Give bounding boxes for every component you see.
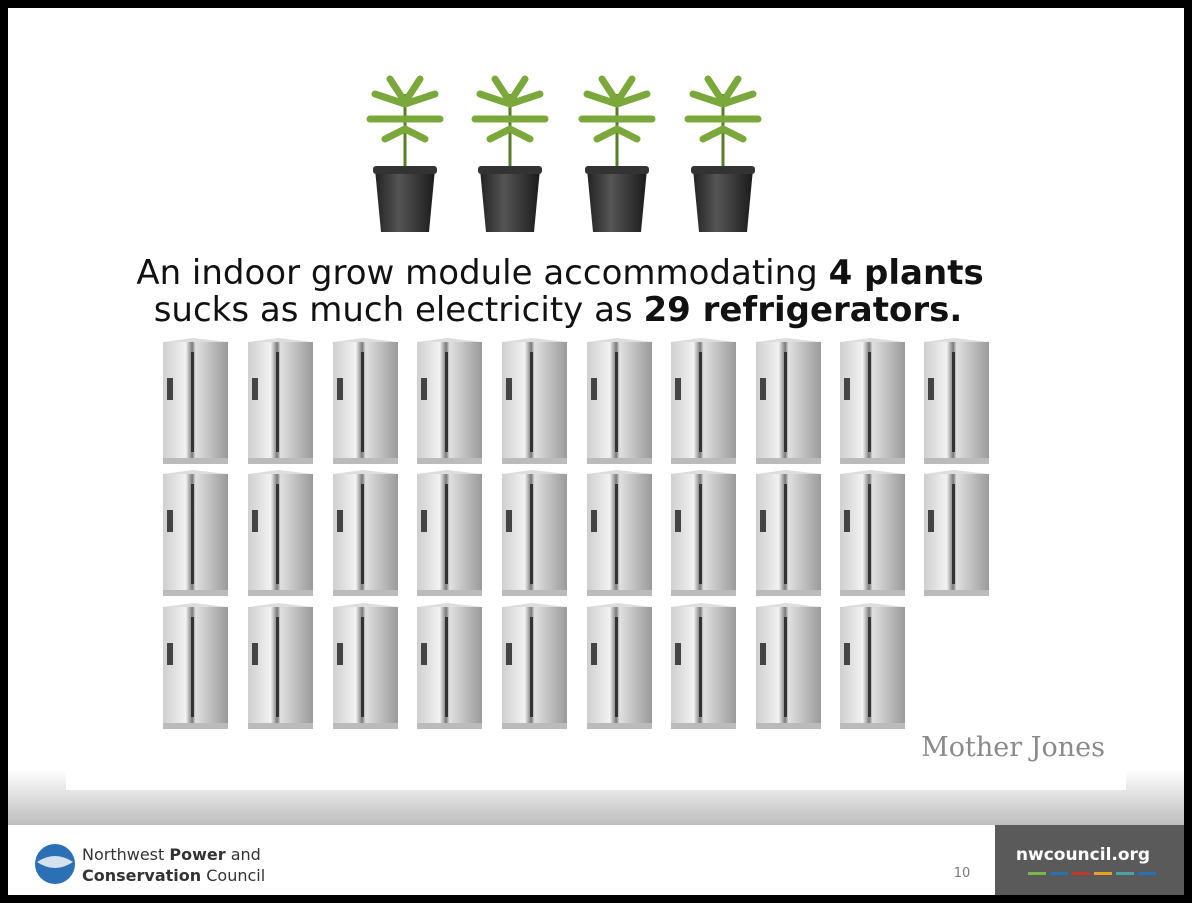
- headline-line1: An indoor grow module accommodating 4 pl…: [136, 253, 983, 293]
- org-line1: Northwest Power and: [82, 845, 261, 864]
- website-box: [995, 825, 1184, 895]
- page-number: 10: [954, 866, 971, 881]
- headline-line2: sucks as much electricity as 29 refriger…: [154, 290, 963, 330]
- footer: [8, 825, 1184, 895]
- website: nwcouncil.org: [1016, 845, 1150, 865]
- color-dashes: [1028, 872, 1156, 875]
- credit: Mother Jones: [921, 732, 1105, 763]
- org-line2: Conservation Council: [82, 866, 265, 885]
- logo-mark: [37, 856, 73, 868]
